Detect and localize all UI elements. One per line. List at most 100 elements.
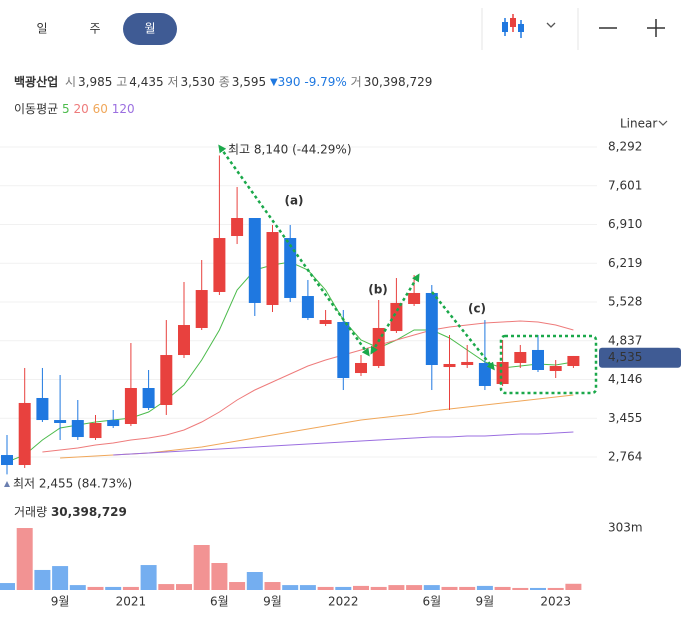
stock-name: 백광산업 <box>14 74 58 89</box>
candle-body <box>142 388 155 409</box>
chart-type-icon[interactable] <box>502 14 524 38</box>
info-value: 4,435 <box>129 75 163 89</box>
legend-entry[interactable]: 120 <box>112 102 135 116</box>
volume-bars <box>0 528 582 590</box>
ma-line <box>60 394 574 459</box>
legend-entry[interactable]: 5 <box>62 102 70 116</box>
volume-bar <box>406 585 423 590</box>
candle-body <box>36 397 49 421</box>
volume-bar <box>52 566 69 590</box>
x-tick-label: 2022 <box>328 595 359 609</box>
info-line: 백광산업 시 3,985 고 4,435 저 3,530 종 3,595 ▼390 -9… <box>14 74 432 89</box>
volume-bar <box>388 585 405 590</box>
candle-body <box>532 349 544 370</box>
scale-chevron[interactable] <box>658 120 668 126</box>
x-tick-label: 9월 <box>476 595 495 609</box>
candle-body <box>567 355 580 367</box>
volume-bar <box>530 587 546 590</box>
volume-bar <box>229 582 246 590</box>
info-label: 고 <box>116 75 127 89</box>
volume-bar <box>512 587 529 590</box>
legend-entry[interactable]: 20 <box>73 102 88 116</box>
volume-bar <box>176 584 192 590</box>
y-tick-label: 7,601 <box>608 178 642 192</box>
zoom-in[interactable] <box>647 19 665 37</box>
scale-mode[interactable]: Linear <box>620 117 657 131</box>
candle-body <box>514 351 527 363</box>
info-value: 3,530 <box>181 75 215 89</box>
candle-body <box>18 402 31 466</box>
y-tick-label: 5,528 <box>608 295 642 309</box>
candle-body <box>89 422 102 439</box>
low-marker <box>4 481 10 487</box>
candle-body <box>496 361 509 385</box>
candle-body <box>461 361 474 366</box>
x-tick-label: 2021 <box>116 595 147 609</box>
tab[interactable]: 주 <box>89 22 100 36</box>
volume-bar <box>476 585 493 590</box>
volume-bar <box>158 584 175 590</box>
volume-bar <box>193 545 210 590</box>
candle-body <box>1 455 13 466</box>
candle-body <box>124 388 137 425</box>
volume-bar <box>69 585 86 590</box>
info-label: 저 <box>167 75 178 89</box>
volume-bar <box>246 572 263 590</box>
info-label: 거 <box>351 75 362 89</box>
x-tick-label: 9월 <box>263 595 282 609</box>
change-percent: -9.79% <box>304 75 346 89</box>
low-label: 최저 2,455 (84.73%) <box>13 477 132 491</box>
dropdown-chevron[interactable] <box>546 22 556 28</box>
annotation-arrows <box>218 144 598 395</box>
tab[interactable]: 월 <box>144 22 155 36</box>
volume-bar <box>459 586 476 590</box>
volume-bar <box>0 583 15 590</box>
candle-body <box>355 362 367 374</box>
candle-body <box>178 325 190 356</box>
candle-body <box>390 302 403 332</box>
candle-body <box>319 320 332 325</box>
candle-body <box>478 362 491 386</box>
candle-body <box>408 292 421 304</box>
candle-body <box>266 232 279 305</box>
high-label: 최고 8,140 (-44.29%) <box>228 143 352 157</box>
candle-body <box>248 218 261 303</box>
info-label: 종 <box>219 75 230 89</box>
volume-bar <box>353 585 369 590</box>
candle-body <box>71 420 84 438</box>
y-tick-label: 4,146 <box>608 372 642 386</box>
volume-bar <box>299 585 316 590</box>
candle-body <box>195 290 208 328</box>
volume-title-text: 거래량 <box>14 505 47 519</box>
volume-bar <box>264 582 281 590</box>
y-tick-label: 6,219 <box>608 256 642 270</box>
tab[interactable]: 일 <box>36 22 47 36</box>
info-label: 시 <box>65 75 76 89</box>
volume-bar <box>494 586 511 590</box>
candle-body <box>54 420 67 423</box>
candle-body <box>213 238 226 292</box>
y-tick-label: 6,910 <box>608 217 642 231</box>
volume-title: 거래량 30,398,729 <box>14 505 127 519</box>
volume-bar <box>105 586 122 590</box>
volume-bar <box>370 586 387 590</box>
annotation: (a) <box>284 194 303 208</box>
legend-entry[interactable]: 60 <box>93 102 108 116</box>
x-tick-label: 6월 <box>422 595 441 609</box>
volume-bar <box>122 586 139 590</box>
candle-body <box>425 292 438 366</box>
annotation: (c) <box>468 302 486 316</box>
ma-legend: 이동평균 5 20 60 120 <box>14 102 135 116</box>
info-value: 3,595 <box>232 75 266 89</box>
price-tag <box>599 347 681 368</box>
change-value: 390 <box>278 75 301 89</box>
candle-body <box>107 420 120 427</box>
volume-bar <box>16 528 33 590</box>
y-tick-label: 8,292 <box>608 139 642 153</box>
volume-bar <box>282 585 299 590</box>
volume-tick-label: 303m <box>608 521 643 535</box>
candle-body <box>160 355 173 405</box>
volume-bar <box>317 586 334 590</box>
candle-body <box>549 366 562 372</box>
volume-bar <box>441 586 458 590</box>
